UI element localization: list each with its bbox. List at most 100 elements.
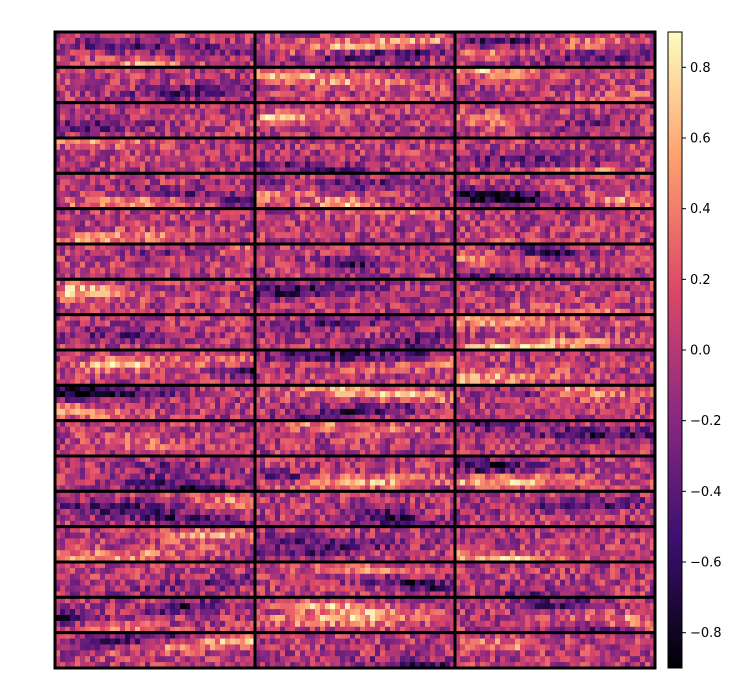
heatmap-cell <box>220 249 226 257</box>
heatmap-cell <box>95 32 101 39</box>
heatmap-cell <box>300 90 306 98</box>
heatmap-cell <box>185 255 191 263</box>
heatmap-cell <box>580 220 586 227</box>
heatmap-cell <box>560 143 566 151</box>
heatmap-cell <box>620 138 626 145</box>
heatmap-cell <box>300 244 306 251</box>
heatmap-cell <box>260 214 266 221</box>
heatmap-cell <box>645 179 651 186</box>
heatmap-cell <box>370 249 376 257</box>
heatmap-cell <box>225 226 231 233</box>
heatmap-cell <box>640 120 646 127</box>
heatmap-cell <box>190 120 196 127</box>
heatmap-cell <box>180 185 186 192</box>
heatmap-cell <box>75 220 81 227</box>
heatmap-cell <box>615 261 621 268</box>
heatmap-cell <box>110 32 116 39</box>
heatmap-cell <box>460 179 466 186</box>
heatmap-cell <box>125 32 131 39</box>
heatmap-cell <box>510 155 516 162</box>
heatmap-cell <box>340 90 346 98</box>
heatmap-cell <box>430 138 436 145</box>
heatmap-cell <box>605 220 611 227</box>
heatmap-cell <box>575 49 581 56</box>
heatmap-cell <box>240 126 246 133</box>
heatmap-cell <box>605 32 611 39</box>
heatmap-cell <box>445 173 451 180</box>
heatmap-cell <box>420 179 426 186</box>
heatmap-cell <box>305 161 311 168</box>
heatmap-cell <box>650 96 656 104</box>
heatmap-cell <box>200 244 206 251</box>
heatmap-cell <box>515 220 521 227</box>
heatmap-cell <box>615 179 621 186</box>
heatmap-cell <box>420 108 426 115</box>
heatmap-cell <box>580 108 586 115</box>
heatmap-cell <box>95 108 101 115</box>
heatmap-cell <box>365 143 371 151</box>
heatmap-cell <box>255 61 261 68</box>
heatmap-cell <box>280 132 286 139</box>
heatmap-cell <box>110 126 116 133</box>
heatmap-cell <box>270 173 276 180</box>
heatmap-cell <box>600 67 606 74</box>
heatmap-cell <box>540 32 546 39</box>
heatmap-cell <box>135 32 141 39</box>
heatmap-cell <box>400 120 406 127</box>
heatmap-cell <box>340 267 346 274</box>
heatmap-cell <box>595 120 601 127</box>
heatmap-cell <box>315 61 321 68</box>
heatmap-cell <box>120 273 126 280</box>
heatmap-cell <box>330 255 336 263</box>
heatmap-cell <box>610 37 616 45</box>
heatmap-cell <box>175 208 181 215</box>
heatmap-cell <box>175 79 181 86</box>
heatmap-cell <box>105 49 111 56</box>
heatmap-cell <box>300 220 306 227</box>
heatmap-cell <box>350 32 356 39</box>
heatmap-cell <box>480 120 486 127</box>
heatmap-cell <box>215 214 221 221</box>
heatmap-cell <box>425 67 431 74</box>
heatmap-cell <box>365 244 371 251</box>
heatmap-cell <box>555 185 561 192</box>
heatmap-cell <box>240 132 246 139</box>
heatmap-cell <box>365 126 371 133</box>
heatmap-cell <box>570 120 576 127</box>
heatmap-cell <box>125 167 131 174</box>
heatmap-cell <box>135 214 141 221</box>
heatmap-cell <box>310 37 316 45</box>
heatmap-cell <box>350 49 356 56</box>
heatmap-cell <box>190 37 196 45</box>
heatmap-cell <box>115 261 121 268</box>
heatmap-cell <box>460 55 466 62</box>
heatmap-cell <box>205 255 211 263</box>
heatmap-cell <box>225 191 231 198</box>
heatmap-cell <box>155 249 161 257</box>
heatmap-cell <box>70 208 76 215</box>
heatmap-cell <box>515 232 521 239</box>
heatmap-cell <box>560 244 566 251</box>
heatmap-cell <box>500 261 506 268</box>
heatmap-cell <box>315 167 321 174</box>
heatmap-cell <box>475 249 481 257</box>
heatmap-cell <box>525 185 531 192</box>
heatmap-cell <box>380 85 386 92</box>
heatmap-cell <box>485 179 491 186</box>
heatmap-cell <box>300 126 306 133</box>
heatmap-cell <box>125 208 131 215</box>
heatmap-cell <box>435 191 441 198</box>
heatmap-cell <box>560 79 566 86</box>
heatmap-cell <box>275 273 281 280</box>
heatmap-cell <box>205 108 211 115</box>
heatmap-cell <box>495 208 501 215</box>
heatmap-cell <box>350 132 356 139</box>
heatmap-cell <box>280 261 286 268</box>
heatmap-cell <box>215 149 221 157</box>
heatmap-cell <box>75 85 81 92</box>
heatmap-cell <box>540 155 546 162</box>
heatmap-cell <box>580 226 586 233</box>
heatmap-cell <box>55 49 61 56</box>
heatmap-cell <box>605 79 611 86</box>
heatmap-cell <box>415 73 421 80</box>
